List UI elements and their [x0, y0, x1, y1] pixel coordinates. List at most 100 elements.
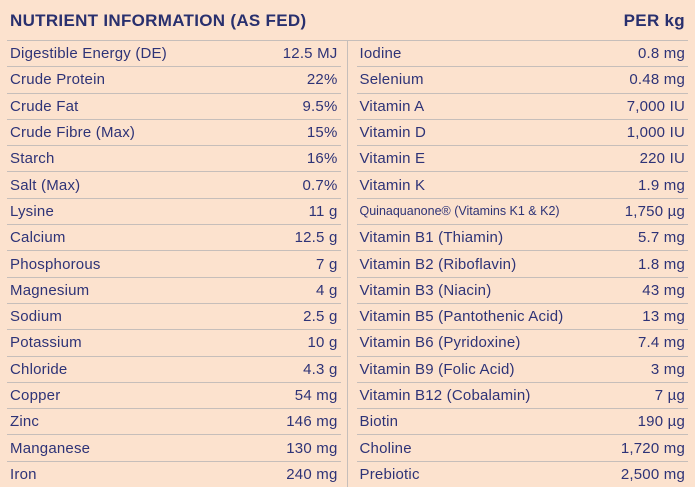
table-row: Vitamin B12 (Cobalamin) 7 µg	[356, 381, 688, 408]
row-label: Selenium	[359, 71, 424, 89]
row-value: 54 mg	[294, 387, 338, 404]
row-label: Digestible Energy (DE)	[10, 45, 167, 63]
row-value: 16%	[306, 150, 338, 168]
row-label: Phosphorous	[10, 255, 101, 273]
row-value: 0.8 mg	[637, 45, 685, 63]
row-value: 130 mg	[286, 439, 338, 457]
table-row: Digestible Energy (DE) 12.5 MJ	[7, 41, 341, 66]
row-value: 43 mg	[642, 281, 685, 299]
row-value: 7.4 mg	[637, 334, 685, 352]
row-label: Calcium	[10, 229, 66, 247]
row-label: Sodium	[10, 308, 63, 326]
row-label: Lysine	[10, 202, 55, 220]
row-label: Crude Fibre (Max)	[10, 124, 136, 142]
table-row: Zinc 146 mg	[7, 408, 341, 434]
table-row: Vitamin B3 (Niacin) 43 mg	[356, 276, 688, 303]
row-label: Choline	[359, 439, 412, 457]
table-row: Magnesium 4 g	[7, 276, 341, 303]
table-row: Selenium 0.48 mg	[356, 66, 688, 92]
row-value: 11 g	[308, 202, 338, 220]
table-body: Digestible Energy (DE) 12.5 MJ Crude Pro…	[7, 41, 688, 487]
table-row: Vitamin K 1.9 mg	[356, 171, 688, 197]
row-value: 1,720 mg	[620, 439, 685, 457]
row-label: Magnesium	[10, 281, 90, 299]
row-value: 2,500 mg	[620, 465, 685, 483]
row-label: Vitamin B2 (Riboflavin)	[359, 255, 517, 273]
table-row: Vitamin D 1,000 IU	[356, 118, 688, 145]
row-value: 1.9 mg	[637, 176, 685, 194]
row-value: 1,000 IU	[626, 124, 685, 142]
row-value: 7,000 IU	[626, 97, 685, 115]
row-label: Biotin	[359, 413, 399, 431]
row-label: Vitamin B5 (Pantothenic Acid)	[359, 308, 564, 326]
table-row: Crude Fat 9.5%	[7, 92, 341, 119]
row-value: 3 mg	[650, 360, 685, 378]
row-value: 7 g	[316, 255, 338, 273]
table-row: Vitamin B5 (Pantothenic Acid) 13 mg	[356, 302, 688, 329]
row-label: Crude Fat	[10, 97, 79, 115]
table-row: Crude Fibre (Max) 15%	[7, 118, 341, 145]
row-label: Zinc	[10, 413, 40, 431]
table-row: Calcium 12.5 g	[7, 224, 341, 250]
table-row: Manganese 130 mg	[7, 434, 341, 460]
row-value: 12.5 MJ	[282, 45, 338, 63]
row-label: Iron	[10, 465, 37, 483]
row-value: 15%	[306, 124, 338, 142]
row-label: Vitamin B12 (Cobalamin)	[359, 387, 531, 404]
table-row: Choline 1,720 mg	[356, 434, 688, 460]
row-label: Vitamin B3 (Niacin)	[359, 281, 492, 299]
unit-label: PER kg	[623, 11, 685, 30]
table-row: Vitamin B9 (Folic Acid) 3 mg	[356, 355, 688, 382]
row-label: Iodine	[359, 45, 402, 63]
row-value: 7 µg	[654, 387, 685, 404]
row-value: 13 mg	[642, 308, 685, 326]
row-value: 2.5 g	[303, 308, 338, 326]
table-row: Vitamin B2 (Riboflavin) 1.8 mg	[356, 250, 688, 276]
row-label: Manganese	[10, 439, 91, 457]
table-row: Lysine 11 g	[7, 197, 341, 224]
table-row: Phosphorous 7 g	[7, 250, 341, 276]
table-row: Vitamin E 220 IU	[356, 145, 688, 171]
row-value: 4 g	[316, 281, 338, 299]
table-row: Prebiotic 2,500 mg	[356, 460, 688, 487]
table-row: Vitamin B6 (Pyridoxine) 7.4 mg	[356, 329, 688, 355]
table-row: Crude Protein 22%	[7, 66, 341, 92]
row-value: 0.7%	[302, 176, 338, 194]
row-label: Copper	[10, 387, 61, 404]
row-label: Potassium	[10, 334, 82, 352]
row-value: 1,750 µg	[624, 202, 685, 220]
left-column: Digestible Energy (DE) 12.5 MJ Crude Pro…	[7, 41, 348, 487]
row-label: Vitamin E	[359, 150, 426, 168]
row-value: 10 g	[307, 334, 338, 352]
right-column: Iodine 0.8 mg Selenium 0.48 mg Vitamin A…	[348, 41, 689, 487]
row-value: 220 IU	[639, 150, 685, 168]
row-label: Vitamin B9 (Folic Acid)	[359, 360, 515, 378]
table-row: Vitamin B1 (Thiamin) 5.7 mg	[356, 224, 688, 250]
row-value: 190 µg	[637, 413, 685, 431]
row-label: Vitamin A	[359, 97, 425, 115]
row-label: Prebiotic	[359, 465, 420, 483]
table-header: NUTRIENT INFORMATION (AS FED) PER kg	[7, 0, 688, 41]
row-value: 22%	[306, 71, 338, 89]
table-row: Iron 240 mg	[7, 460, 341, 487]
row-label: Starch	[10, 150, 55, 168]
row-label: Vitamin B1 (Thiamin)	[359, 229, 504, 247]
row-value: 240 mg	[286, 465, 338, 483]
row-label: Vitamin D	[359, 124, 427, 142]
row-label: Vitamin K	[359, 176, 426, 194]
row-label: Chloride	[10, 360, 68, 378]
row-label: Salt (Max)	[10, 176, 81, 194]
row-value: 9.5%	[302, 97, 338, 115]
table-row: Vitamin A 7,000 IU	[356, 92, 688, 119]
table-row: Copper 54 mg	[7, 381, 341, 408]
row-label: Quinaquanone® (Vitamins K1 & K2)	[359, 204, 560, 219]
row-value: 1.8 mg	[637, 255, 685, 273]
table-row: Potassium 10 g	[7, 329, 341, 355]
row-value: 4.3 g	[303, 360, 338, 378]
row-value: 0.48 mg	[629, 71, 685, 89]
row-value: 12.5 g	[294, 229, 338, 247]
row-label: Vitamin B6 (Pyridoxine)	[359, 334, 521, 352]
table-title: NUTRIENT INFORMATION (AS FED)	[10, 11, 307, 30]
table-row: Iodine 0.8 mg	[357, 41, 689, 66]
table-row: Starch 16%	[7, 145, 341, 171]
